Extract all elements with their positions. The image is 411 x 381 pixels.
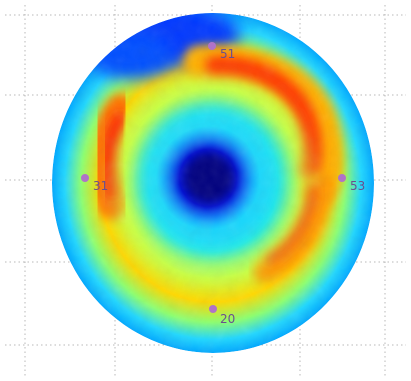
marker-dot xyxy=(338,174,346,182)
heatmap-disk xyxy=(52,13,374,353)
marker-dot xyxy=(81,174,89,182)
marker-label: 31 xyxy=(93,179,108,193)
marker-label: 51 xyxy=(220,47,235,61)
marker-label: 53 xyxy=(350,179,365,193)
marker-label: 20 xyxy=(220,312,235,326)
marker-layer: 51 20 31 53 xyxy=(81,42,365,326)
marker-dot xyxy=(209,305,217,313)
marker-dot xyxy=(208,42,216,50)
